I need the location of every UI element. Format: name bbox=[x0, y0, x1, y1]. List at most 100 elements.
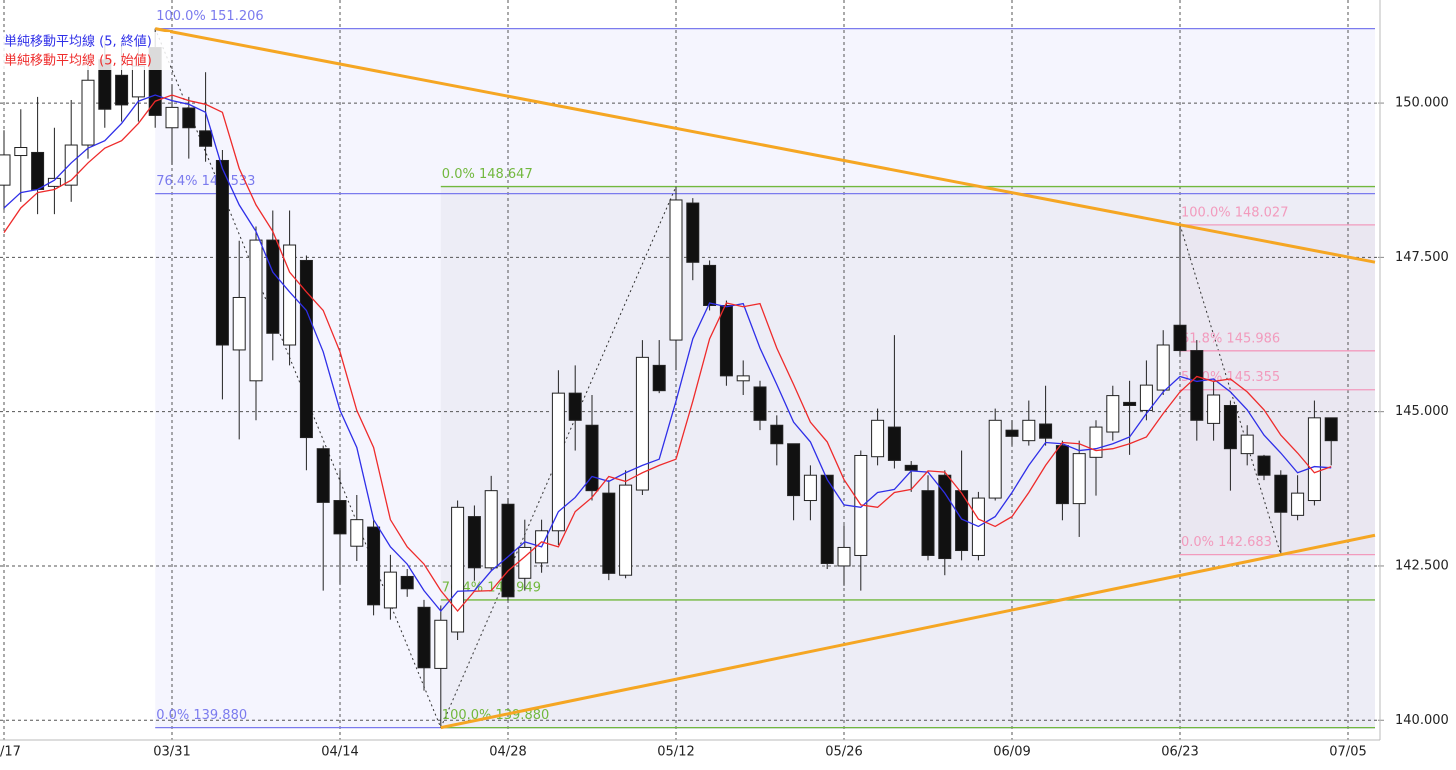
candle-body bbox=[451, 506, 465, 633]
candle-body bbox=[568, 392, 582, 421]
trend-line bbox=[154, 27, 1376, 264]
candle-body bbox=[551, 392, 565, 532]
y-tick-label: 140.000 bbox=[1395, 713, 1449, 728]
candle-body bbox=[1324, 417, 1338, 442]
candle-body bbox=[820, 474, 834, 564]
candle-body bbox=[1156, 344, 1170, 391]
legend-entry: 単純移動平均線 (5, 終値) bbox=[4, 34, 152, 50]
candle-body bbox=[837, 546, 851, 567]
candle-body bbox=[165, 106, 179, 129]
candle-body bbox=[215, 159, 229, 346]
fib-label: 0.0% 148.647 bbox=[442, 167, 533, 182]
y-tick-label: 147.500 bbox=[1395, 250, 1449, 265]
candle-body bbox=[14, 147, 28, 157]
candle-body bbox=[803, 474, 817, 502]
x-tick-label: 07/05 bbox=[1329, 745, 1366, 760]
candle-body bbox=[131, 65, 145, 98]
candle-body bbox=[1039, 423, 1053, 439]
candle-body bbox=[1139, 384, 1153, 411]
x-tick-label: 06/09 bbox=[993, 745, 1030, 760]
x-tick-label: 06/23 bbox=[1161, 745, 1198, 760]
line-layer bbox=[3, 27, 1376, 730]
candle-body bbox=[1106, 395, 1120, 433]
fib-label: 0.0% 142.683 bbox=[1181, 535, 1272, 550]
candle-body bbox=[1223, 404, 1237, 450]
candle-body bbox=[904, 464, 918, 471]
candle-body bbox=[619, 484, 633, 576]
legend-entry: 単純移動平均線 (5, 始値) bbox=[4, 53, 152, 69]
candle-body bbox=[400, 575, 414, 590]
candle-body bbox=[1055, 445, 1069, 505]
candle-body bbox=[249, 239, 263, 382]
candle-body bbox=[1274, 474, 1288, 513]
candle-body bbox=[501, 503, 515, 598]
y-tick-label: 142.500 bbox=[1395, 558, 1449, 573]
candle-body bbox=[0, 154, 11, 186]
candle-body bbox=[1173, 324, 1187, 352]
candle-body bbox=[64, 144, 78, 186]
fib-label: 0.0% 139.880 bbox=[156, 708, 247, 723]
candle-body bbox=[1207, 394, 1221, 424]
candle-body bbox=[1089, 426, 1103, 458]
candle-body bbox=[787, 443, 801, 497]
fib-label: 61.8% 145.986 bbox=[1181, 331, 1280, 346]
candle-body bbox=[518, 546, 532, 579]
y-tick-label: 145.000 bbox=[1395, 404, 1449, 419]
candle-body bbox=[1291, 492, 1305, 516]
x-tick-label: 05/26 bbox=[825, 745, 862, 760]
candle-layer bbox=[0, 28, 1338, 728]
candle-body bbox=[703, 264, 717, 307]
candle-body bbox=[1240, 434, 1254, 455]
fib-label: 76.4% 141.949 bbox=[442, 580, 541, 595]
candle-body bbox=[367, 526, 381, 606]
trend-line bbox=[440, 533, 1376, 730]
x-tick-label: 05/12 bbox=[657, 745, 694, 760]
fib-label: 100.0% 151.206 bbox=[156, 9, 263, 24]
candle-body bbox=[333, 500, 347, 535]
candle-body bbox=[1307, 417, 1321, 502]
candle-body bbox=[938, 474, 952, 560]
candle-body bbox=[1190, 350, 1204, 421]
candle-body bbox=[887, 426, 901, 461]
candle-body bbox=[316, 448, 330, 503]
candle-body bbox=[434, 619, 448, 669]
candle-body bbox=[1005, 429, 1019, 437]
candle-body bbox=[47, 177, 61, 187]
candle-body bbox=[1257, 455, 1271, 476]
candle-body bbox=[635, 356, 649, 491]
candle-body bbox=[484, 490, 498, 569]
fib-label: 100.0% 148.027 bbox=[1181, 205, 1288, 220]
candle-body bbox=[81, 79, 95, 146]
candle-body bbox=[467, 516, 481, 569]
ma-line bbox=[3, 94, 1332, 613]
candle-body bbox=[1072, 453, 1086, 505]
candle-body bbox=[199, 130, 213, 147]
x-tick-label: /17 bbox=[0, 745, 21, 760]
ma-line bbox=[3, 94, 1332, 613]
candle-body bbox=[383, 571, 397, 609]
fib-trend bbox=[440, 186, 677, 728]
x-tick-label: 04/14 bbox=[321, 745, 358, 760]
candle-body bbox=[652, 364, 666, 392]
candle-body bbox=[232, 296, 246, 351]
candle-body bbox=[988, 419, 1002, 499]
candle-body bbox=[266, 239, 280, 334]
legend-box bbox=[2, 32, 170, 70]
fib-label: 76.4% 148.533 bbox=[156, 174, 255, 189]
candle-body bbox=[602, 492, 616, 574]
candle-body bbox=[299, 259, 313, 439]
candle-body bbox=[770, 424, 784, 445]
fib-label: 50.0% 145.355 bbox=[1181, 370, 1280, 385]
candle-body bbox=[1022, 419, 1036, 442]
candle-body bbox=[921, 490, 935, 556]
candle-body bbox=[871, 419, 885, 458]
candle-body bbox=[736, 375, 750, 382]
x-tick-label: 03/31 bbox=[153, 745, 190, 760]
candle-body bbox=[686, 202, 700, 263]
candle-body bbox=[669, 199, 683, 341]
candle-body bbox=[31, 151, 45, 190]
candle-body bbox=[955, 490, 969, 552]
